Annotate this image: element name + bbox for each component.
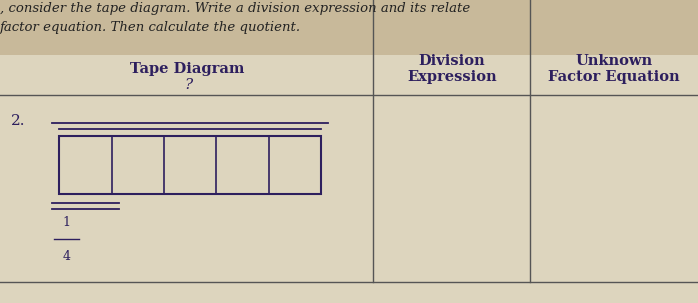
Bar bbox=[59, 136, 321, 194]
Bar bbox=[0, 55, 698, 303]
Bar bbox=[0, 0, 698, 55]
Text: Division
Expression: Division Expression bbox=[407, 54, 497, 84]
Text: 4: 4 bbox=[62, 250, 70, 262]
Text: factor equation. Then calculate the quotient.: factor equation. Then calculate the quot… bbox=[0, 21, 301, 34]
Text: ?: ? bbox=[184, 78, 193, 92]
Text: , consider the tape diagram. Write a division expression and its relate: , consider the tape diagram. Write a div… bbox=[0, 2, 470, 15]
Text: 2.: 2. bbox=[10, 114, 25, 128]
Text: 1: 1 bbox=[62, 216, 70, 229]
Text: Tape Diagram: Tape Diagram bbox=[130, 62, 244, 76]
Text: Unknown
Factor Equation: Unknown Factor Equation bbox=[549, 54, 680, 84]
